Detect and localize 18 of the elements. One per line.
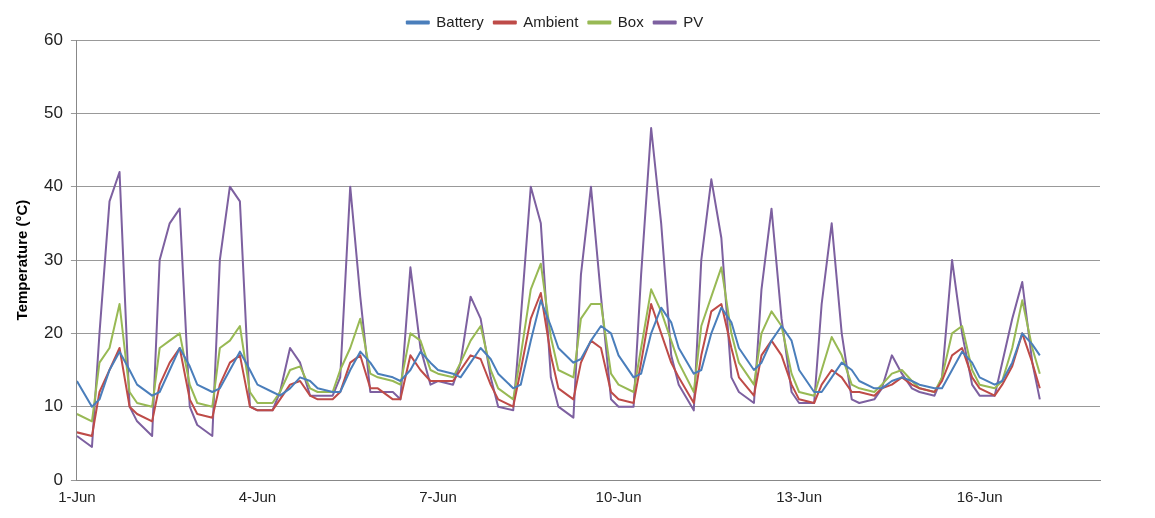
- x-tick-label: 13-Jun: [776, 488, 823, 506]
- y-tick-label: 40: [43, 176, 63, 196]
- y-tick-label: 50: [43, 103, 63, 123]
- legend-label: PV: [683, 12, 704, 30]
- y-tick-label: 60: [43, 29, 63, 49]
- y-tick-label: 20: [43, 323, 63, 343]
- y-tick-label: 0: [53, 469, 63, 489]
- x-tick-label: 10-Jun: [595, 488, 642, 506]
- legend-label: Ambient: [523, 12, 580, 30]
- y-tick-label: 10: [43, 396, 63, 416]
- y-axis-title: Temperature (°C): [13, 199, 31, 321]
- x-tick-label: 7-Jun: [419, 488, 457, 506]
- legend-label: Battery: [436, 12, 485, 30]
- x-tick-label: 4-Jun: [238, 488, 277, 506]
- y-tick-label: 30: [43, 249, 63, 269]
- x-tick-label: 1-Jun: [58, 488, 96, 506]
- x-tick-label: 16-Jun: [956, 488, 1003, 506]
- legend-label: Box: [617, 12, 645, 30]
